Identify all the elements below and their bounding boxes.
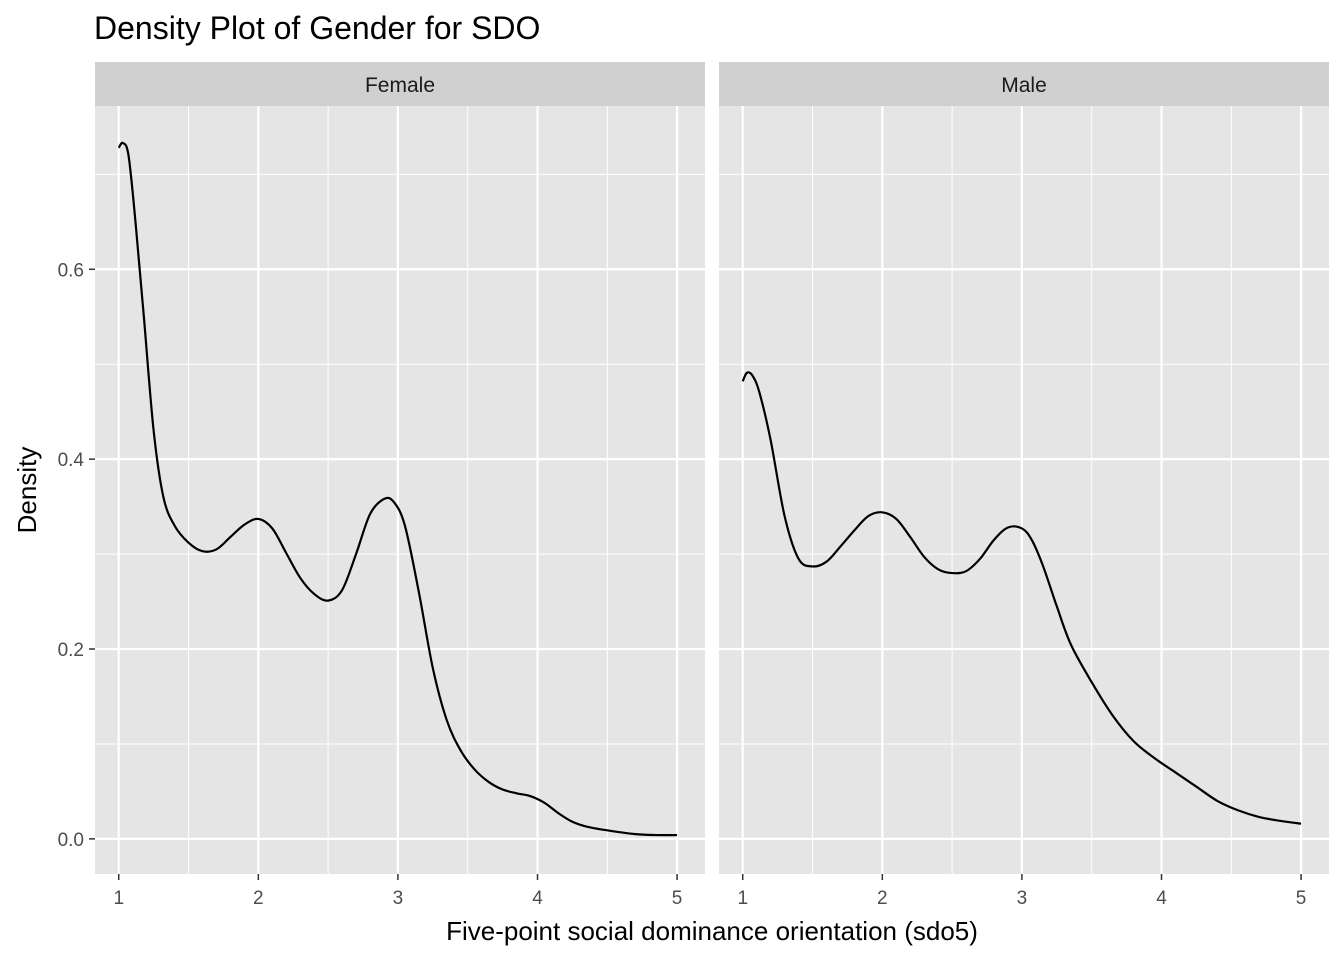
grid-male [719, 106, 1329, 874]
x-tick-label: 4 [1156, 888, 1167, 909]
strip-label-male: Male [1001, 74, 1047, 97]
x-tick-label: 2 [253, 888, 264, 909]
x-ticks-female: 1 2 3 4 5 [113, 874, 682, 909]
y-tick-label: 0.0 [58, 830, 84, 851]
x-tick-label: 2 [877, 888, 888, 909]
panel-bg-male [719, 106, 1329, 874]
panel-bg-female [95, 106, 705, 874]
y-tick-label: 0.2 [58, 640, 84, 661]
x-tick-label: 5 [672, 888, 683, 909]
x-tick-label: 3 [1017, 888, 1028, 909]
y-tick-label: 0.6 [58, 260, 84, 281]
panel-male: Male 1 2 3 4 5 [719, 62, 1329, 909]
density-curve-male [741, 371, 1302, 825]
y-tick-label: 0.4 [58, 450, 85, 471]
x-tick-label: 3 [393, 888, 404, 909]
y-axis-ticks: 0.0 0.2 0.4 0.6 [58, 260, 95, 851]
x-tick-label: 4 [532, 888, 543, 909]
strip-male [719, 62, 1329, 106]
x-tick-label: 1 [737, 888, 748, 909]
chart-title: Density Plot of Gender for SDO [94, 10, 540, 46]
density-curve-female [117, 141, 678, 837]
panel-female: Female 1 2 3 4 5 [95, 62, 705, 909]
x-tick-label: 5 [1296, 888, 1307, 909]
strip-female [95, 62, 705, 106]
grid-female [95, 106, 705, 874]
x-tick-label: 1 [113, 888, 124, 909]
strip-label-female: Female [365, 74, 435, 97]
x-axis-title: Five-point social dominance orientation … [446, 916, 978, 946]
x-ticks-male: 1 2 3 4 5 [737, 874, 1306, 909]
y-axis-title: Density [12, 447, 42, 534]
